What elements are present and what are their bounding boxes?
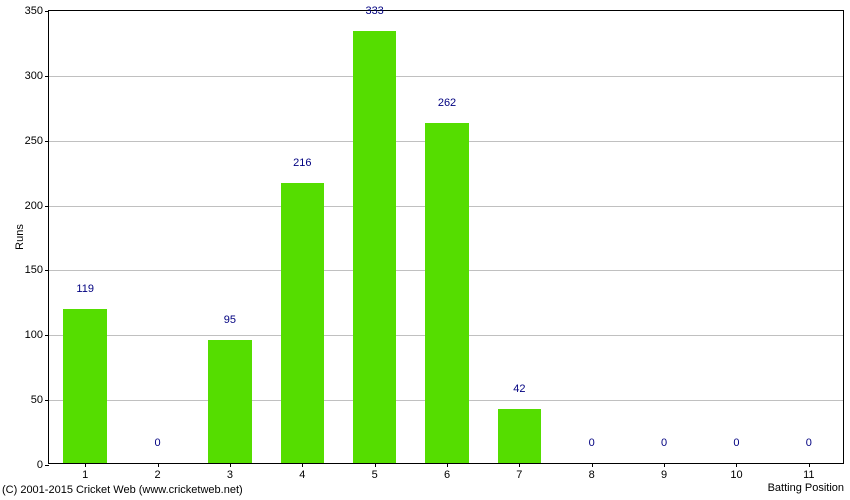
- x-tick-label: 9: [661, 469, 667, 481]
- x-tick: [592, 463, 593, 467]
- y-tick: [45, 76, 49, 77]
- x-tick: [519, 463, 520, 467]
- bar-value-label: 216: [293, 157, 311, 169]
- bar-value-label: 95: [224, 314, 236, 326]
- x-tick-label: 11: [803, 469, 814, 481]
- y-tick: [45, 465, 49, 466]
- y-tick-label: 50: [31, 394, 43, 406]
- x-tick-label: 6: [444, 469, 450, 481]
- x-tick: [809, 463, 810, 467]
- x-tick: [230, 463, 231, 467]
- x-tick: [664, 463, 665, 467]
- y-tick: [45, 11, 49, 12]
- y-tick: [45, 141, 49, 142]
- y-tick-label: 0: [37, 459, 43, 471]
- x-tick-label: 5: [372, 469, 378, 481]
- plot-area: 0501001502002503003501119203954216533362…: [48, 10, 844, 464]
- x-tick-label: 8: [589, 469, 595, 481]
- y-tick: [45, 206, 49, 207]
- x-tick: [736, 463, 737, 467]
- x-tick-label: 7: [516, 469, 522, 481]
- y-tick-label: 250: [25, 135, 43, 147]
- x-tick: [375, 463, 376, 467]
- x-tick: [158, 463, 159, 467]
- x-tick-label: 10: [730, 469, 742, 481]
- x-tick-label: 4: [299, 469, 305, 481]
- x-tick: [302, 463, 303, 467]
- y-tick-label: 150: [25, 264, 43, 276]
- x-tick: [447, 463, 448, 467]
- bar: [208, 340, 251, 463]
- bar-value-label: 119: [76, 283, 94, 295]
- bar-value-label: 0: [733, 437, 739, 449]
- bar-value-label: 0: [589, 437, 595, 449]
- x-tick-label: 1: [82, 469, 88, 481]
- bar-value-label: 42: [513, 383, 525, 395]
- bar-value-label: 333: [365, 5, 383, 17]
- bar-value-label: 0: [806, 437, 812, 449]
- bar-value-label: 0: [154, 437, 160, 449]
- bar: [63, 309, 106, 463]
- x-axis-title: Batting Position: [768, 482, 844, 494]
- x-tick-label: 2: [154, 469, 160, 481]
- bar-value-label: 262: [438, 97, 456, 109]
- y-axis-title: Runs: [14, 224, 26, 250]
- bar: [281, 183, 324, 463]
- y-tick: [45, 270, 49, 271]
- bar: [498, 409, 541, 463]
- credit-text: (C) 2001-2015 Cricket Web (www.cricketwe…: [2, 484, 243, 496]
- bar-value-label: 0: [661, 437, 667, 449]
- bar: [353, 31, 396, 463]
- x-tick-label: 3: [227, 469, 233, 481]
- chart-container: 0501001502002503003501119203954216533362…: [0, 0, 850, 500]
- y-tick-label: 350: [25, 5, 43, 17]
- bar: [425, 123, 468, 463]
- gridline: [49, 76, 843, 77]
- y-tick-label: 200: [25, 200, 43, 212]
- y-tick: [45, 335, 49, 336]
- x-tick: [85, 463, 86, 467]
- y-tick: [45, 400, 49, 401]
- y-tick-label: 300: [25, 70, 43, 82]
- y-tick-label: 100: [25, 329, 43, 341]
